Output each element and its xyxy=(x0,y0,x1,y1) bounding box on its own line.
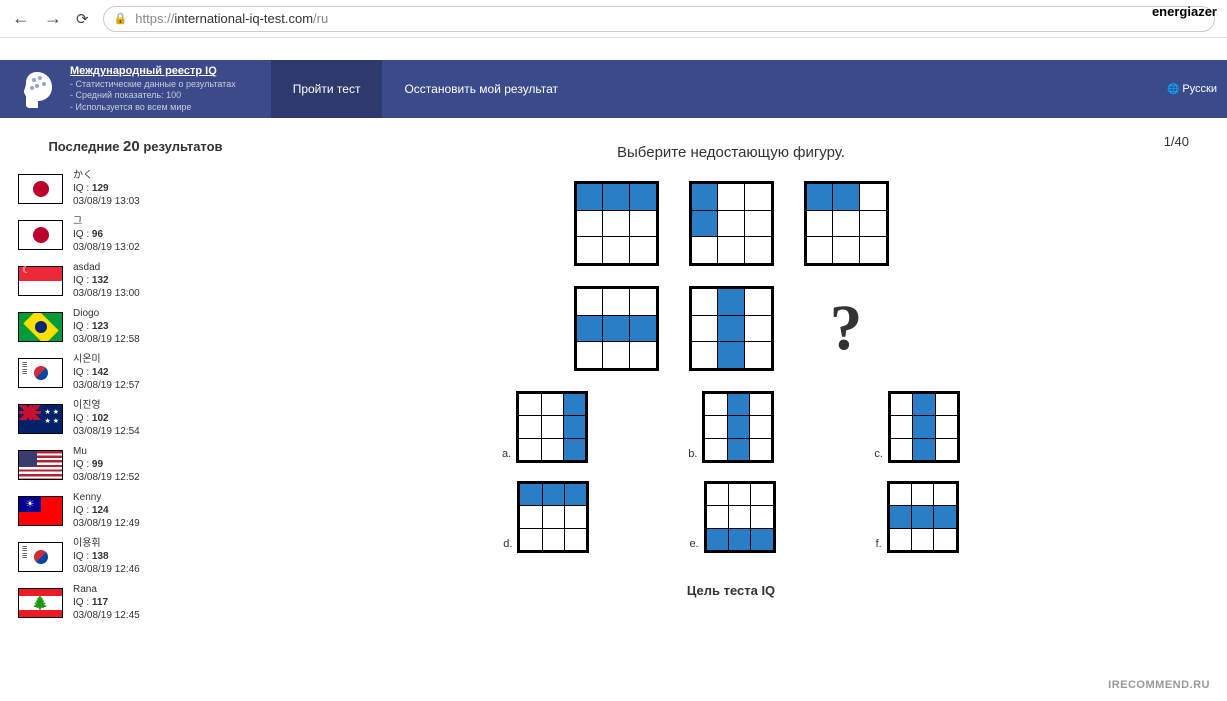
puzzle-tile xyxy=(804,181,889,266)
flag-icon xyxy=(18,404,63,434)
watermark: IRECOMMEND.RU xyxy=(1101,677,1217,693)
flag-icon xyxy=(18,312,63,342)
url-text: https://international-iq-test.com/ru xyxy=(135,11,328,26)
header-sub2: - Средний показатель: 100 xyxy=(70,90,236,102)
puzzle-tile xyxy=(704,481,776,553)
result-row[interactable]: asdadIQ : 13203/08/19 13:00 xyxy=(18,261,253,300)
puzzle-tile xyxy=(574,286,659,371)
answer-label: a. xyxy=(502,448,511,460)
question-counter: 1/40 xyxy=(1164,134,1189,149)
answer-label: b. xyxy=(688,448,697,460)
answer-option[interactable]: a. xyxy=(502,391,588,463)
flag-icon xyxy=(18,496,63,526)
site-header: Международный реестр IQ - Статистические… xyxy=(0,60,1227,118)
result-row[interactable]: 이용휘IQ : 13803/08/19 12:46 xyxy=(18,537,253,576)
results-sidebar: Последние 20 результатов かくIQ : 12903/08… xyxy=(18,126,253,629)
puzzle-tile xyxy=(888,391,960,463)
puzzle-tile xyxy=(574,181,659,266)
question-title: Выберите недостающую фигуру. xyxy=(253,144,1209,161)
browser-toolbar: ← → ⟳ 🔒 https://international-iq-test.co… xyxy=(0,0,1227,38)
puzzle-tile xyxy=(689,286,774,371)
lock-icon: 🔒 xyxy=(114,12,128,25)
nav-forward-icon[interactable]: → xyxy=(44,8,62,29)
header-sub1: - Статистические данные о результатах xyxy=(70,79,236,91)
quiz-area: 1/40 Выберите недостающую фигуру. ? a. b.… xyxy=(253,126,1209,629)
header-title[interactable]: Международный реестр IQ xyxy=(70,64,236,78)
puzzle-tile xyxy=(887,481,959,553)
answer-option[interactable]: b. xyxy=(688,391,774,463)
puzzle-tile xyxy=(689,181,774,266)
answer-label: d. xyxy=(503,538,512,550)
nav-back-icon[interactable]: ← xyxy=(12,8,30,29)
answer-option[interactable]: e. xyxy=(689,481,775,553)
result-row[interactable]: 시온미IQ : 14203/08/19 12:57 xyxy=(18,353,253,392)
result-info: RanaIQ : 11703/08/19 12:45 xyxy=(73,583,140,622)
answer-label: e. xyxy=(689,538,698,550)
result-info: 이용휘IQ : 13803/08/19 12:46 xyxy=(73,537,140,576)
result-info: MuIQ : 9903/08/19 12:52 xyxy=(73,445,140,484)
answer-option[interactable]: c. xyxy=(874,391,960,463)
puzzle-tile xyxy=(517,481,589,553)
result-info: 시온미IQ : 14203/08/19 12:57 xyxy=(73,353,140,392)
nav-tabs: Пройти тест Осстановить мой результат xyxy=(271,60,580,118)
flag-icon xyxy=(18,174,63,204)
answer-option[interactable]: d. xyxy=(503,481,589,553)
header-text: Международный реестр IQ - Статистические… xyxy=(70,64,236,113)
brain-head-icon xyxy=(20,66,66,112)
browser-username: energiazer xyxy=(1152,4,1217,19)
result-info: 그IQ : 9603/08/19 13:02 xyxy=(73,215,140,254)
flag-icon xyxy=(18,450,63,480)
flag-icon xyxy=(18,588,63,618)
question-mark: ? xyxy=(804,286,889,371)
url-bar[interactable]: 🔒 https://international-iq-test.com/ru xyxy=(103,6,1215,32)
answer-label: c. xyxy=(874,448,883,460)
language-selector[interactable]: Русски xyxy=(1167,83,1217,95)
result-row[interactable]: 그IQ : 9603/08/19 13:02 xyxy=(18,215,253,254)
result-info: asdadIQ : 13203/08/19 13:00 xyxy=(73,261,140,300)
result-row[interactable]: DiogoIQ : 12303/08/19 12:58 xyxy=(18,307,253,346)
flag-icon xyxy=(18,542,63,572)
flag-icon xyxy=(18,220,63,250)
flag-icon xyxy=(18,266,63,296)
tab-recover-result[interactable]: Осстановить мой результат xyxy=(382,60,580,118)
sidebar-title: Последние 20 результатов xyxy=(18,138,253,155)
puzzle-tile xyxy=(702,391,774,463)
result-row[interactable]: MuIQ : 9903/08/19 12:52 xyxy=(18,445,253,484)
header-sub3: - Используется во всем мире xyxy=(70,102,236,114)
puzzle-tile xyxy=(516,391,588,463)
result-row[interactable]: かくIQ : 12903/08/19 13:03 xyxy=(18,169,253,208)
footer-title: Цель теста IQ xyxy=(253,583,1209,598)
result-row[interactable]: KennyIQ : 12403/08/19 12:49 xyxy=(18,491,253,530)
result-row[interactable]: 이진영IQ : 10203/08/19 12:54 xyxy=(18,399,253,438)
answer-label: f. xyxy=(876,538,882,550)
result-row[interactable]: RanaIQ : 11703/08/19 12:45 xyxy=(18,583,253,622)
result-info: 이진영IQ : 10203/08/19 12:54 xyxy=(73,399,140,438)
reload-icon[interactable]: ⟳ xyxy=(76,10,89,28)
result-info: かくIQ : 12903/08/19 13:03 xyxy=(73,169,140,208)
answer-option[interactable]: f. xyxy=(876,481,959,553)
tab-take-test[interactable]: Пройти тест xyxy=(271,60,383,118)
flag-icon xyxy=(18,358,63,388)
result-info: DiogoIQ : 12303/08/19 12:58 xyxy=(73,307,140,346)
result-info: KennyIQ : 12403/08/19 12:49 xyxy=(73,491,140,530)
